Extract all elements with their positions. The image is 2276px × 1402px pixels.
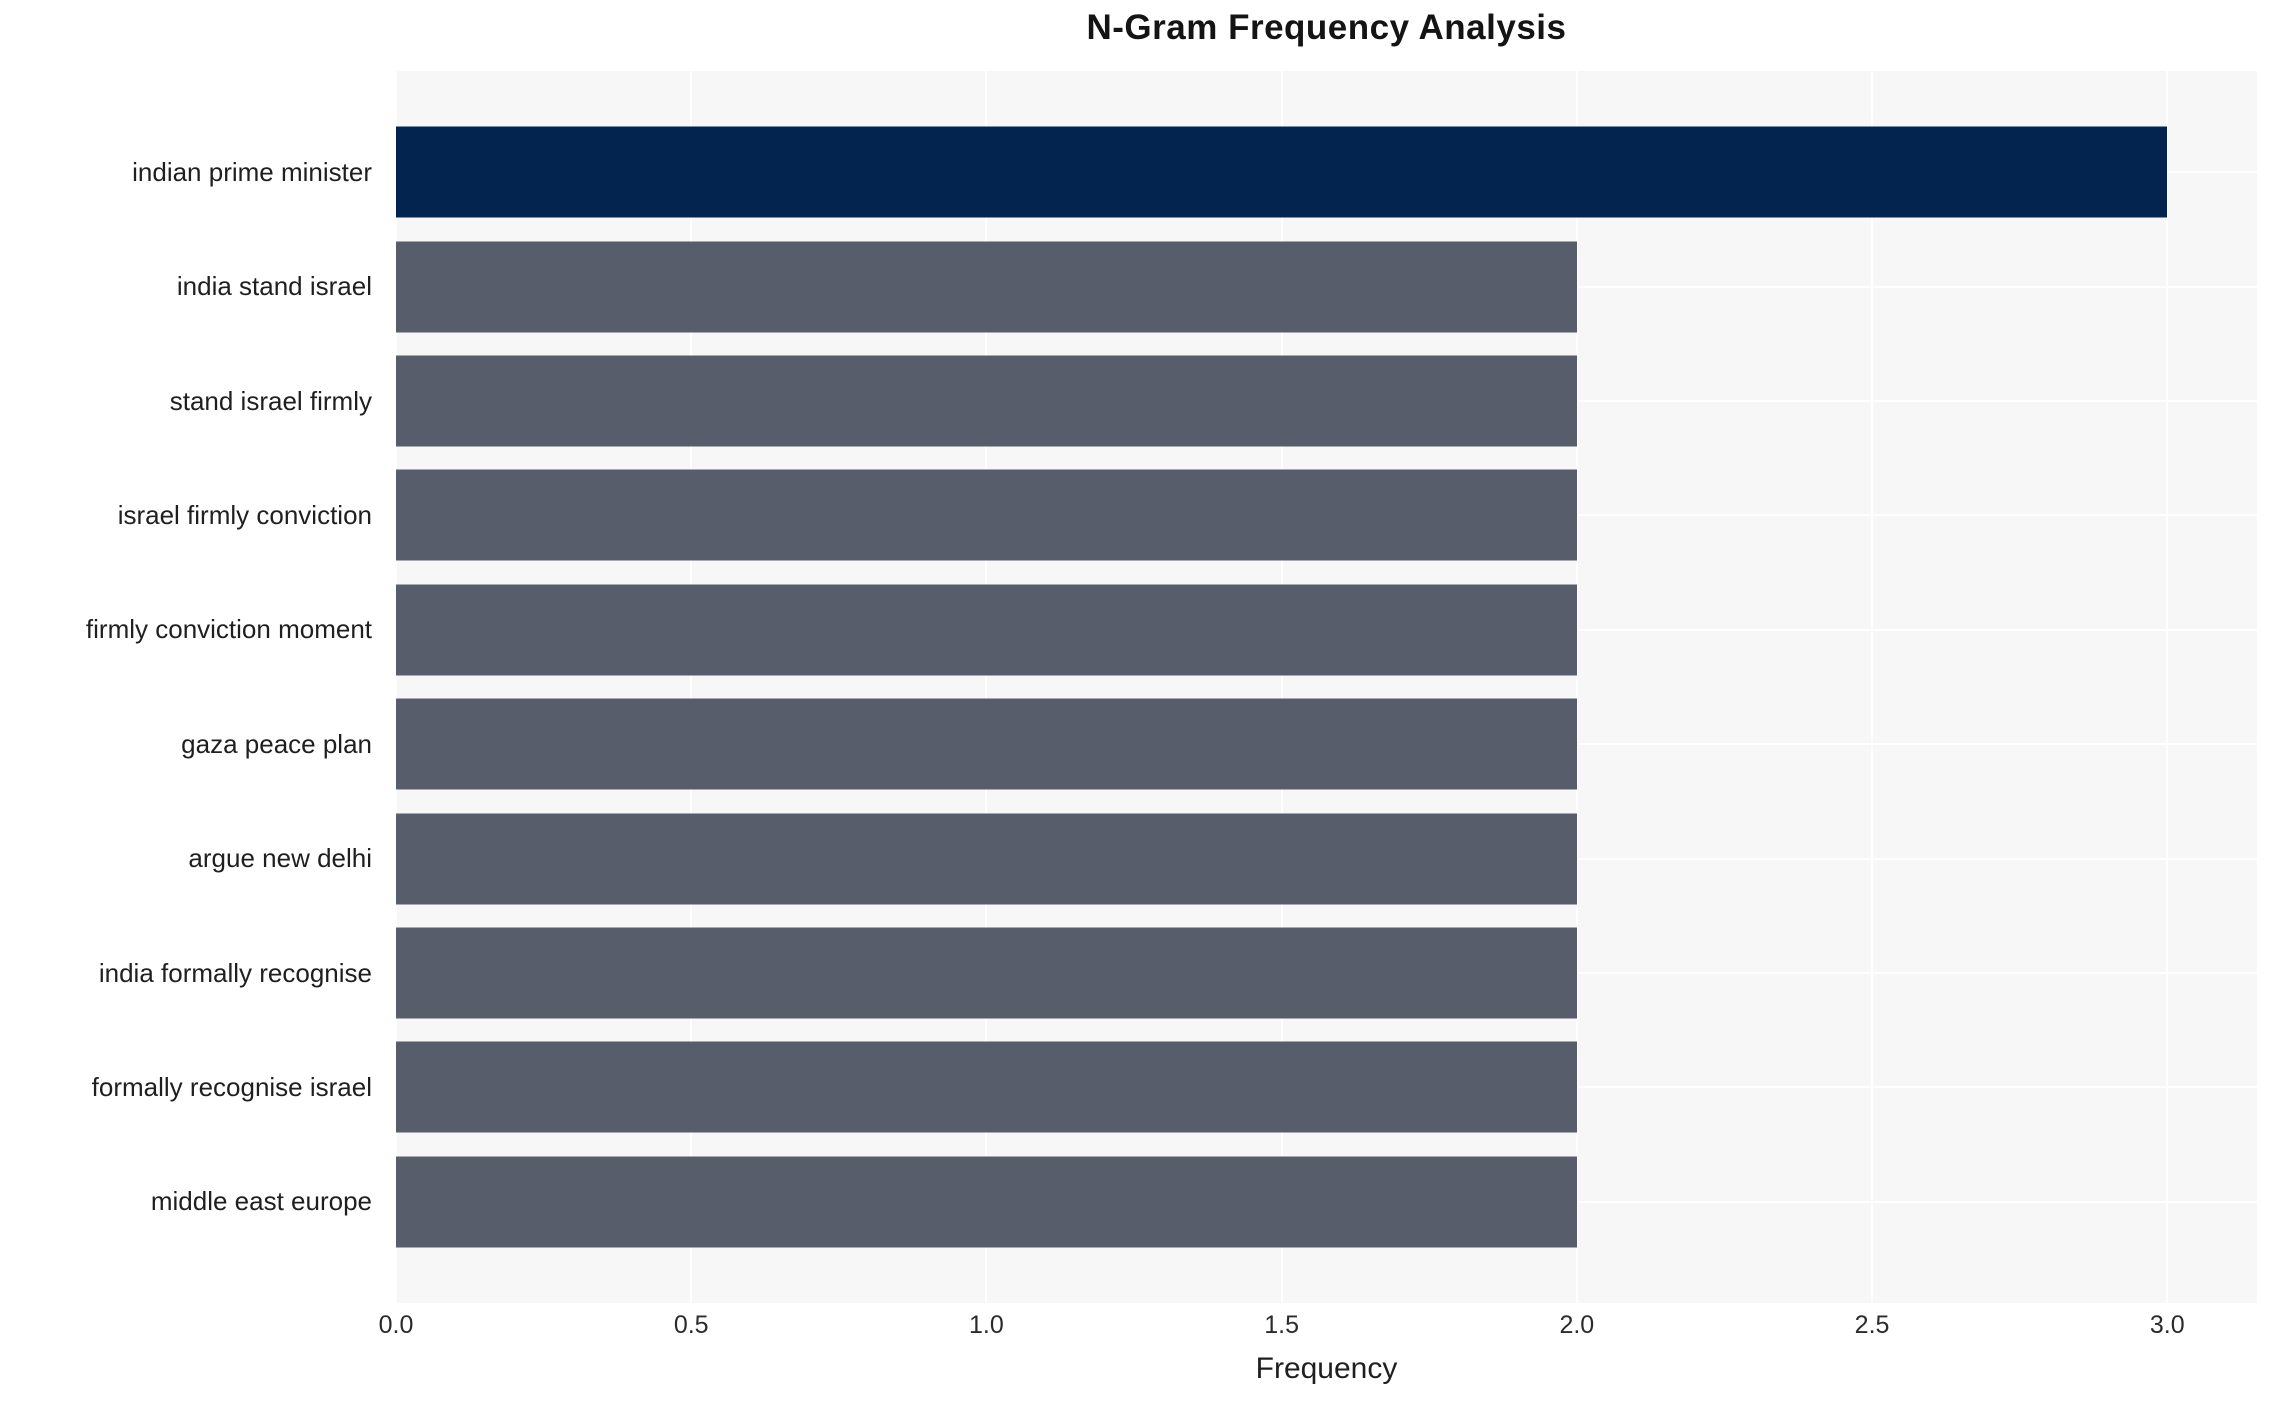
category-label: argue new delhi bbox=[188, 843, 372, 874]
label-row: gaza peace plan bbox=[0, 687, 372, 801]
category-labels: indian prime minister india stand israel s… bbox=[0, 71, 372, 1303]
bar-row bbox=[396, 458, 2257, 572]
label-row: indian prime minister bbox=[0, 115, 372, 229]
x-tick-label: 1.5 bbox=[1264, 1311, 1300, 1339]
bar bbox=[396, 355, 1577, 447]
x-tick-label: 0.5 bbox=[673, 1311, 709, 1339]
label-row: formally recognise israel bbox=[0, 1030, 372, 1144]
gridline-vertical bbox=[2166, 71, 2169, 1303]
label-row: india stand israel bbox=[0, 229, 372, 343]
category-label: firmly conviction moment bbox=[85, 614, 372, 645]
category-label: formally recognise israel bbox=[91, 1071, 372, 1102]
bar-row bbox=[396, 687, 2257, 801]
x-axis-title: Frequency bbox=[1255, 1352, 1398, 1385]
x-tick-label: 2.0 bbox=[1559, 1311, 1595, 1339]
category-label: stand israel firmly bbox=[169, 385, 372, 416]
bar bbox=[396, 584, 1577, 676]
category-label: india formally recognise bbox=[98, 957, 372, 988]
chart-title: N-Gram Frequency Analysis bbox=[1086, 8, 1567, 47]
bar-rows bbox=[396, 71, 2257, 1303]
gridline-vertical bbox=[985, 71, 988, 1303]
bar-row bbox=[396, 344, 2257, 458]
bar-row bbox=[396, 1145, 2257, 1259]
category-label: indian prime minister bbox=[132, 156, 372, 187]
bar bbox=[396, 1041, 1577, 1133]
gridline-vertical bbox=[1280, 71, 1283, 1303]
bar bbox=[396, 1156, 1577, 1248]
bar-row bbox=[396, 1030, 2257, 1144]
bar bbox=[396, 698, 1577, 790]
bar-row bbox=[396, 916, 2257, 1030]
x-tick-label: 1.0 bbox=[969, 1311, 1004, 1339]
category-label: middle east europe bbox=[150, 1186, 372, 1217]
gridline-vertical bbox=[1871, 71, 1874, 1303]
label-row: argue new delhi bbox=[0, 801, 372, 915]
gridline-vertical bbox=[1575, 71, 1578, 1303]
x-axis-ticks: 0.0 0.5 1.0 1.5 2.0 2.5 3.0 bbox=[379, 1311, 2257, 1345]
label-row: firmly conviction moment bbox=[0, 573, 372, 687]
x-tick-label: 2.5 bbox=[1854, 1311, 1890, 1339]
bar bbox=[396, 927, 1577, 1019]
label-row: israel firmly conviction bbox=[0, 458, 372, 572]
bar-row bbox=[396, 801, 2257, 915]
gridline-vertical bbox=[690, 71, 693, 1303]
category-label: gaza peace plan bbox=[181, 728, 372, 759]
bar bbox=[396, 469, 1577, 561]
x-tick-label: 3.0 bbox=[2149, 1311, 2185, 1339]
bar bbox=[396, 813, 1577, 905]
label-row: stand israel firmly bbox=[0, 344, 372, 458]
bar bbox=[396, 241, 1577, 333]
category-label: israel firmly conviction bbox=[117, 499, 372, 530]
bar bbox=[396, 126, 2168, 218]
category-label: india stand israel bbox=[176, 271, 372, 302]
bar-row bbox=[396, 573, 2257, 687]
label-row: india formally recognise bbox=[0, 916, 372, 1030]
x-tick-label: 0.0 bbox=[378, 1311, 414, 1339]
gridline-vertical bbox=[395, 71, 397, 1303]
bar-row bbox=[396, 115, 2257, 229]
label-row: middle east europe bbox=[0, 1145, 372, 1259]
bar-row bbox=[396, 229, 2257, 343]
